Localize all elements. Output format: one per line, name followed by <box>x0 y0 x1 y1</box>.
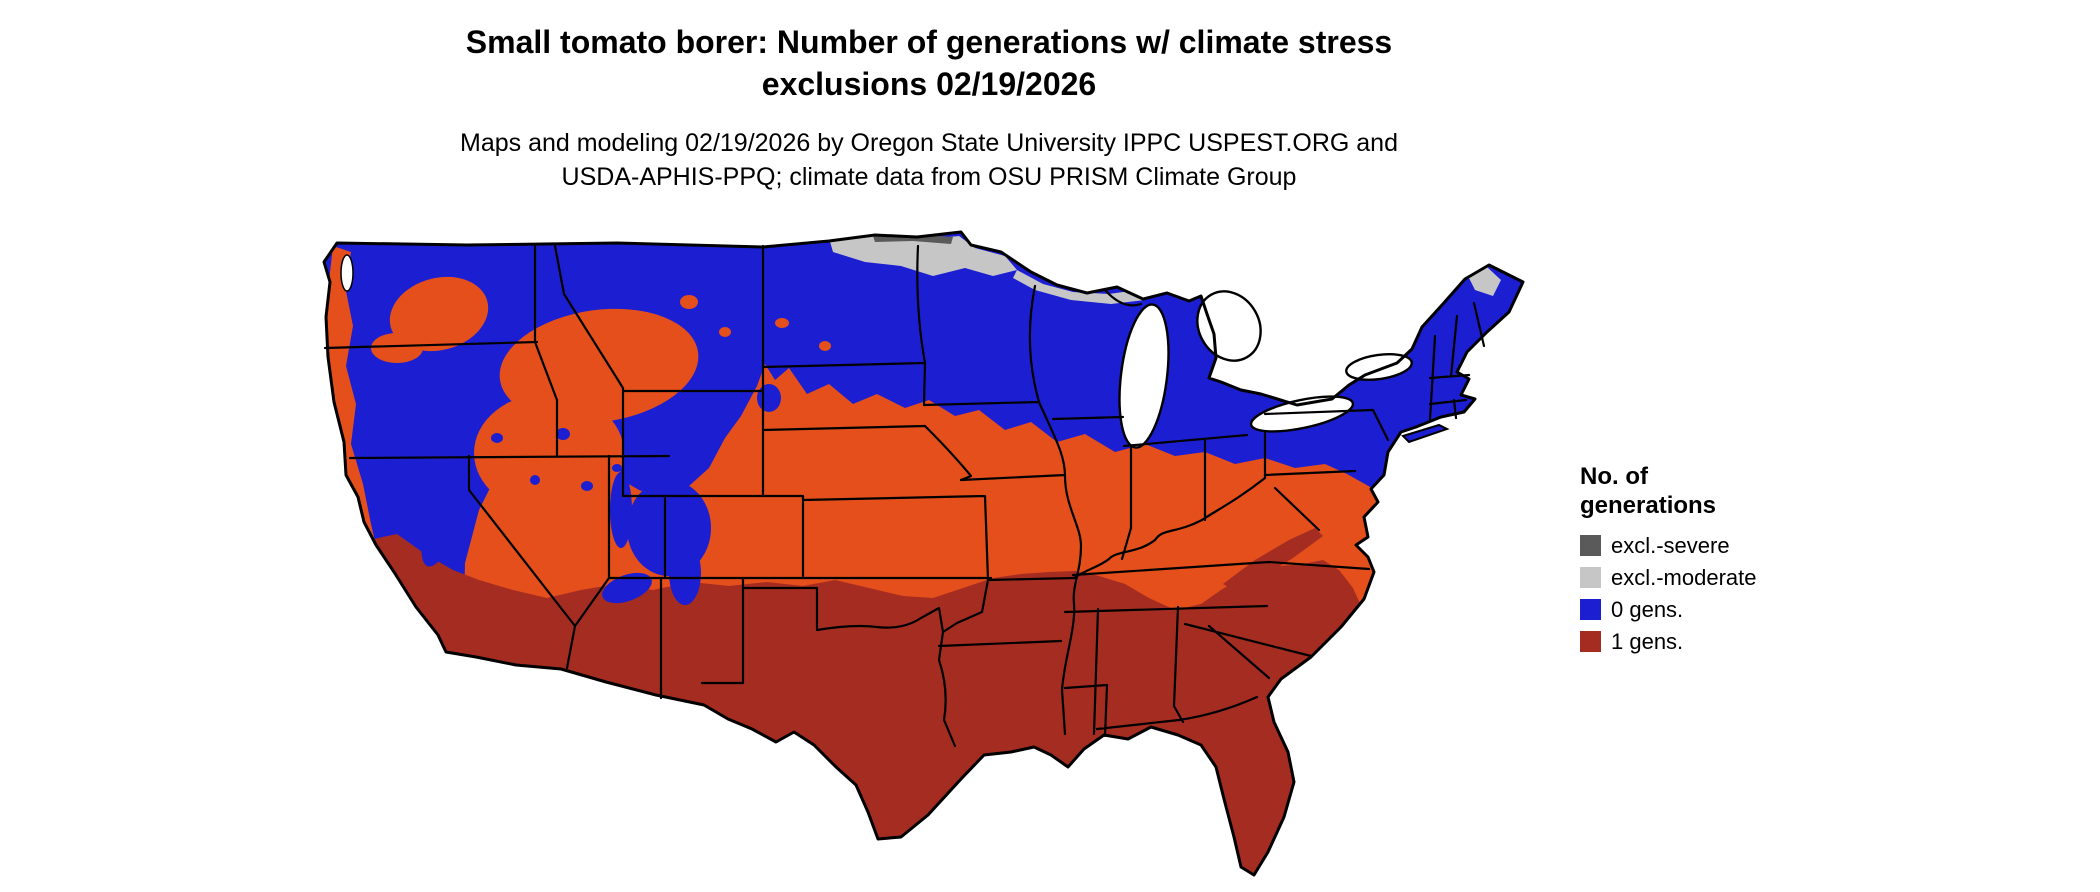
state-borders-west <box>323 244 1077 748</box>
lake-ontario <box>1345 353 1413 381</box>
legend-item-excl-severe: excl.-severe <box>1580 533 1757 559</box>
legend-title-line1: No. of <box>1580 463 1648 490</box>
zero-gens-swatch <box>1580 599 1601 621</box>
excl-severe-swatch <box>1580 535 1601 557</box>
map-region-0-gens-black-hills <box>757 384 781 412</box>
long-island <box>1401 423 1450 444</box>
map-subtitle-line2: USDA-APHIS-PPQ; climate data from OSU PR… <box>561 162 1297 191</box>
raster-layers <box>324 232 1523 875</box>
map-region-0-gens-mogollon-rim <box>602 572 652 604</box>
excl-moderate-label: excl.-moderate <box>1611 564 1757 590</box>
map-subtitle-line1: Maps and modeling 02/19/2026 by Oregon S… <box>460 129 1398 158</box>
lake-erie <box>1249 395 1355 433</box>
map-title-line1: Small tomato borer: Number of generation… <box>465 24 1393 60</box>
map-region-transition-columbia-basin <box>389 276 489 352</box>
map-region-0-gens-sierra <box>421 459 469 567</box>
us-generations-map <box>317 228 1537 888</box>
one-gens-swatch <box>1580 631 1601 653</box>
lake-michigan <box>1118 303 1170 449</box>
map-region-transition-gorge <box>371 333 423 363</box>
map-subtitle: Maps and modeling 02/19/2026 by Oregon S… <box>0 127 1858 195</box>
one-gens-label: 1 gens. <box>1611 628 1684 654</box>
zero-gens-label: 0 gens. <box>1611 596 1684 622</box>
legend-item-1-gens: 1 gens. <box>1580 629 1757 655</box>
raster-speckles <box>491 295 831 491</box>
great-lakes <box>340 254 1413 449</box>
map-title-line2: exclusions 02/19/2026 <box>761 65 1097 102</box>
map-region-0-gens-wasatch <box>610 472 632 548</box>
map-region-0-gens-bighorns <box>697 401 717 425</box>
legend-items: excl.-severe excl.-moderate 0 gens. 1 ge… <box>1580 533 1757 655</box>
us-map-svg <box>322 230 1525 877</box>
state-borders-east <box>922 284 1486 738</box>
puget-sound <box>340 254 354 292</box>
header: Small tomato borer: Number of generation… <box>0 22 1858 195</box>
legend-item-0-gens: 0 gens. <box>1580 597 1757 623</box>
map-region-0-gens-sangre-de-cristo <box>669 541 701 605</box>
us-outline <box>322 230 1525 877</box>
excl-severe-label: excl.-severe <box>1611 532 1730 558</box>
legend-item-excl-moderate: excl.-moderate <box>1580 565 1757 591</box>
legend-title-line2: generations <box>1580 492 1717 520</box>
legend-title: No. of generations <box>1580 462 1757 521</box>
lake-huron <box>1196 290 1262 362</box>
legend: No. of generations excl.-severe excl.-mo… <box>1580 462 1757 661</box>
map-title: Small tomato borer: Number of generation… <box>0 22 1858 105</box>
excl-moderate-swatch <box>1580 567 1601 589</box>
map-region-1-gens-valley-finger <box>1223 528 1323 590</box>
